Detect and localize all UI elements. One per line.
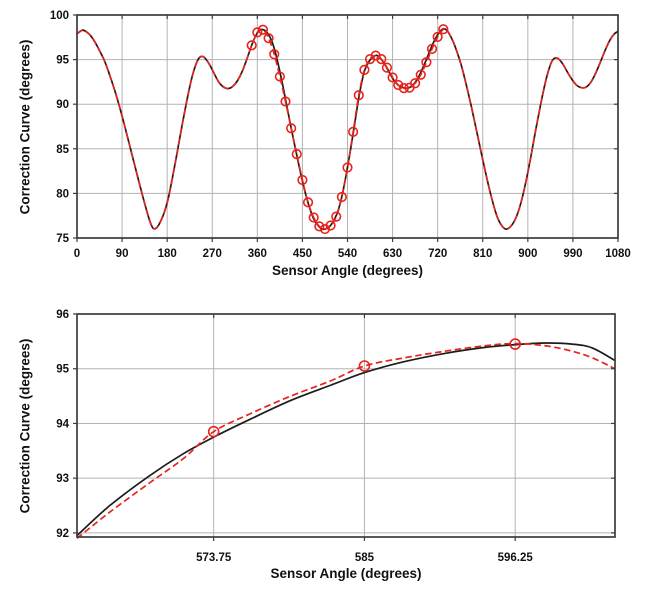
top-chart-interpolated-correction-curve xyxy=(76,27,619,230)
bottom-chart-x-tick-label: 596.25 xyxy=(498,552,534,564)
top-chart-data-marker xyxy=(325,220,336,231)
bottom-chart-x-tick-label: 585 xyxy=(355,552,375,564)
bottom-chart-axes-frame xyxy=(76,313,616,538)
bottom-chart-ylabel: Correction Curve (degrees) xyxy=(17,338,33,514)
top-chart-data-marker xyxy=(302,197,314,208)
top-chart-data-marker xyxy=(269,49,280,60)
top-chart-data-marker xyxy=(393,79,404,91)
bottom-chart-y-tick-label: 96 xyxy=(56,309,69,321)
top-chart-y-tick-label: 95 xyxy=(56,55,69,67)
top-chart-data-marker xyxy=(331,211,342,222)
top-chart-xlabel: Sensor Angle (degrees) xyxy=(271,263,424,278)
top-chart-y-tick-label: 85 xyxy=(56,144,69,156)
top-chart-data-marker xyxy=(252,27,263,38)
top-chart-data-marker xyxy=(286,123,297,134)
top-chart-x-tick-label: 990 xyxy=(563,248,582,260)
top-chart-data-marker xyxy=(410,78,421,89)
bottom-chart-data-marker xyxy=(509,338,521,350)
bottom-chart-y-tick-label: 94 xyxy=(56,418,69,430)
bottom-chart-interpolated-correction-curve-zoom xyxy=(76,342,616,540)
top-chart-data-marker xyxy=(387,72,398,83)
top-chart-y-tick-label: 75 xyxy=(56,233,69,245)
top-chart-y-tick-label: 90 xyxy=(56,99,69,111)
top-chart-data-marker xyxy=(353,90,364,101)
bottom-chart-actual-correction-curve-zoom xyxy=(76,342,616,537)
top-chart-x-tick-label: 0 xyxy=(74,248,80,260)
top-chart-ylabel: Correction Curve (degrees) xyxy=(17,39,33,215)
top-chart-data-marker xyxy=(381,62,393,73)
top-chart-data-marker xyxy=(415,69,426,80)
top-chart-data-marker xyxy=(314,221,325,232)
top-chart-data-marker xyxy=(359,64,370,75)
bottom-chart-y-tick-label: 93 xyxy=(56,473,69,485)
bottom-chart-xlabel: Sensor Angle (degrees) xyxy=(270,566,422,581)
top-chart-x-tick-label: 720 xyxy=(428,248,447,260)
top-chart-data-marker xyxy=(336,191,347,203)
top-chart-data-marker xyxy=(246,40,257,51)
top-chart-data-marker xyxy=(398,83,409,94)
top-chart-x-tick-label: 360 xyxy=(248,248,267,260)
bottom-chart-y-tick-label: 95 xyxy=(56,364,69,376)
top-chart-x-tick-label: 180 xyxy=(158,248,177,260)
top-chart-x-tick-label: 1080 xyxy=(605,248,631,260)
top-chart-data-marker xyxy=(297,174,308,186)
top-chart-data-marker xyxy=(438,24,449,35)
top-chart-x-tick-label: 540 xyxy=(338,248,357,260)
top-chart-data-marker xyxy=(376,54,387,65)
top-chart-data-marker xyxy=(257,24,269,35)
top-chart-data-marker xyxy=(291,149,302,160)
top-chart-data-marker xyxy=(432,31,443,42)
top-chart-x-tick-label: 270 xyxy=(203,248,222,260)
top-chart-data-marker xyxy=(280,96,291,107)
top-chart-x-tick-label: 450 xyxy=(293,248,312,260)
top-chart-data-marker xyxy=(274,71,285,82)
top-chart-data-marker xyxy=(263,33,274,44)
top-chart-x-tick-label: 810 xyxy=(473,248,492,260)
top-chart-data-marker xyxy=(348,126,359,137)
bottom-chart-data-marker xyxy=(358,360,371,372)
top-chart-x-tick-label: 900 xyxy=(518,248,537,260)
top-chart-y-tick-label: 100 xyxy=(50,10,69,22)
top-chart-data-marker xyxy=(342,162,353,173)
top-chart-data-marker xyxy=(421,57,432,68)
bottom-chart-data-marker xyxy=(207,425,220,438)
top-chart-x-tick-label: 630 xyxy=(383,248,402,260)
top-chart-x-tick-label: 90 xyxy=(116,248,129,260)
top-chart-data-marker xyxy=(426,43,438,54)
bottom-chart-y-tick-label: 92 xyxy=(56,528,69,540)
bottom-chart-x-tick-label: 573.75 xyxy=(196,552,232,564)
top-chart-data-marker xyxy=(308,212,319,223)
top-chart-y-tick-label: 80 xyxy=(56,188,69,200)
